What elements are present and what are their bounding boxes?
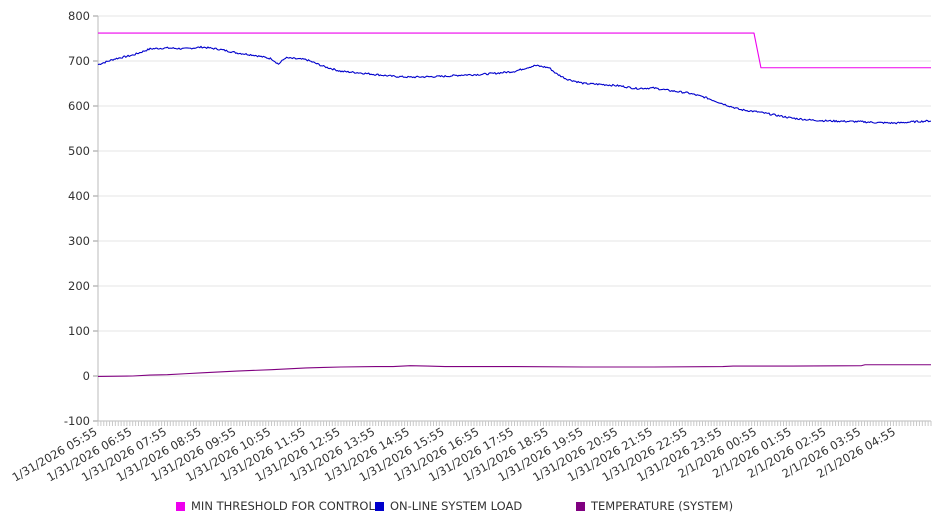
legend-label: ON-LINE SYSTEM LOAD <box>390 499 523 513</box>
y-tick-label: 700 <box>68 54 90 68</box>
line-chart: -100 0 100 200 300 400 500 600 700 800 1/31/2026 … <box>10 9 932 484</box>
y-tick-label: 300 <box>68 234 90 248</box>
legend-item-2: TEMPERATURE (SYSTEM) <box>576 497 733 515</box>
y-axis: -100 0 100 200 300 400 500 600 700 800 <box>64 9 99 428</box>
y-tick-label: 500 <box>68 144 90 158</box>
grid-lines <box>98 15 931 422</box>
y-tick-label: 600 <box>68 99 90 113</box>
y-tick-label: -100 <box>64 414 90 428</box>
series-layer <box>97 32 932 377</box>
legend-item-0: MIN THRESHOLD FOR CONTROL <box>176 497 375 515</box>
chart-legend: MIN THRESHOLD FOR CONTROL ON-LINE SYSTEM … <box>0 497 946 515</box>
x-axis: 1/31/2026 05:551/31/2026 06:551/31/2026 … <box>10 420 932 484</box>
legend-swatch <box>176 501 185 511</box>
y-tick-label: 200 <box>68 279 90 293</box>
y-tick-label: 0 <box>83 369 90 383</box>
legend-label: TEMPERATURE (SYSTEM) <box>591 499 734 513</box>
legend-swatch <box>375 501 384 511</box>
legend-item-1: ON-LINE SYSTEM LOAD <box>375 497 522 515</box>
series-line-1 <box>97 45 932 125</box>
series-line-2 <box>97 364 931 377</box>
legend-swatch <box>576 501 585 511</box>
y-tick-label: 400 <box>68 189 90 203</box>
y-tick-label: 800 <box>68 9 90 23</box>
y-tick-label: 100 <box>68 324 90 338</box>
legend-label: MIN THRESHOLD FOR CONTROL <box>191 499 375 513</box>
series-line-0 <box>98 32 931 69</box>
